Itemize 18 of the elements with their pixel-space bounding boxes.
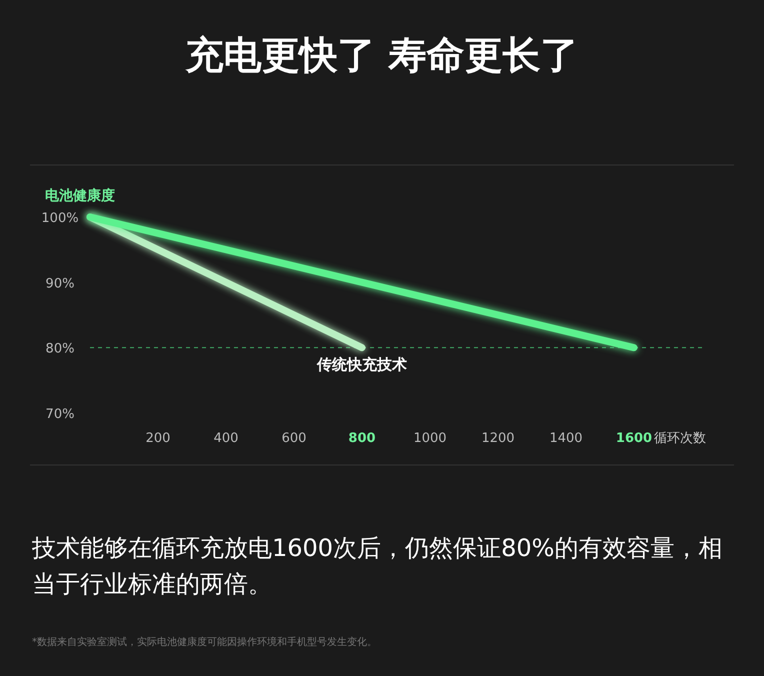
y-axis-title: 电池健康度 (45, 187, 115, 204)
x-tick-label: 1600 (616, 431, 652, 446)
y-tick-label: 80% (46, 342, 74, 357)
x-tick-label: 400 (214, 431, 238, 446)
y-tick-label: 70% (46, 407, 74, 422)
y-tick-label: 90% (46, 276, 74, 292)
x-tick-label: 1000 (413, 431, 447, 446)
x-tick-label: 800 (348, 431, 376, 446)
y-tick-label: 100% (41, 211, 79, 226)
text: 技术能够在循环充放电1600次后，仍然保证80%的有效容量，相当于行业标准的两倍。 (31, 534, 722, 598)
x-tick-label: 1400 (549, 431, 583, 446)
x-axis-title: 循环次数 (654, 431, 706, 446)
x-tick-label: 600 (282, 431, 306, 446)
x-tick-label: 1200 (481, 431, 515, 446)
x-tick-label: 200 (146, 431, 170, 446)
chart-title: 充电更快了 寿命更长了 (184, 33, 579, 77)
series-label: 传统快充技术 (316, 356, 407, 374)
text: *数据来自实验室测试，实际电池健康度可能因操作环境和手机型号发生变化。 (32, 636, 377, 648)
